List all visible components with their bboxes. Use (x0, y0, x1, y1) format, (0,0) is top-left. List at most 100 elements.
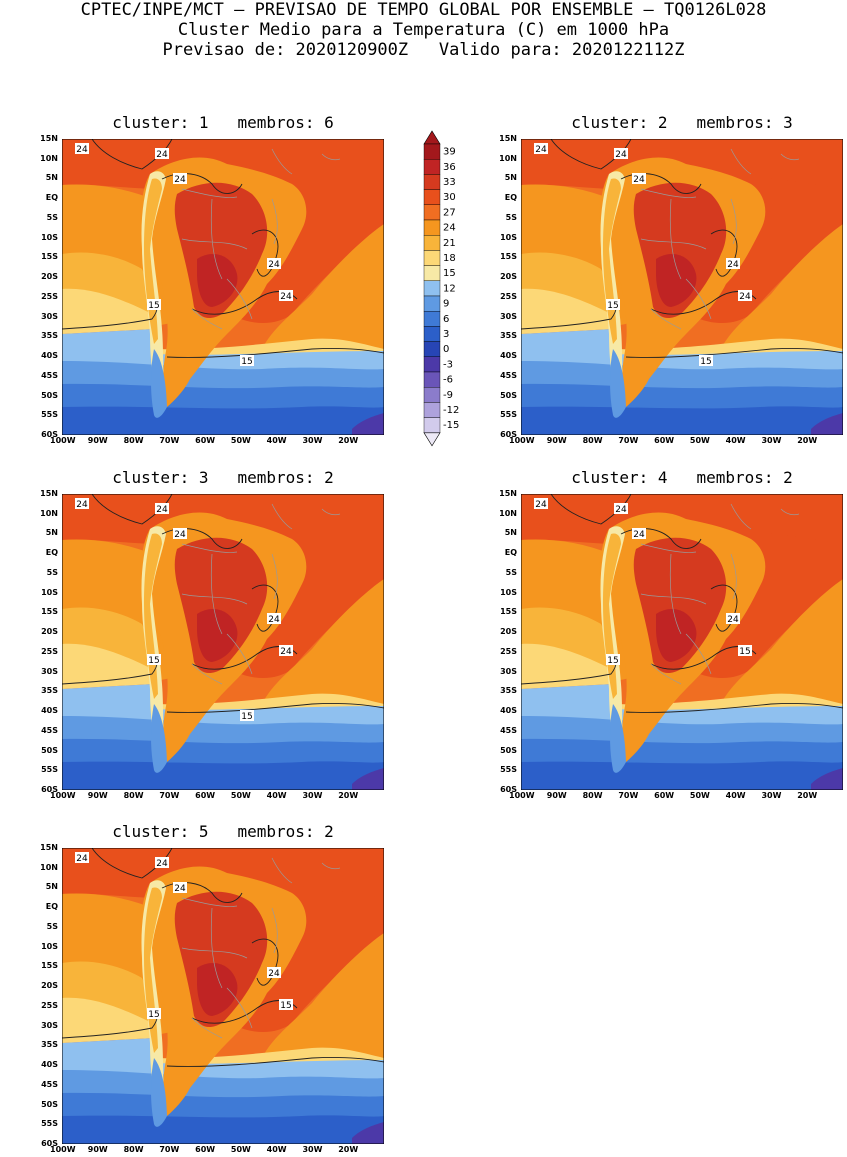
colorbar-label: -12 (443, 405, 459, 416)
contour-label: 24 (267, 967, 281, 979)
lat-tick-label: 5S (46, 921, 58, 931)
colorbar-swatch (423, 417, 441, 434)
south-cool4 (62, 406, 384, 435)
south-atlantic-warm (721, 579, 843, 704)
panel-title-2: cluster: 2 membros: 3 (571, 113, 793, 132)
contour-24-north (550, 139, 632, 170)
lat-tick-label: 35S (500, 686, 517, 696)
contour-label: 24 (75, 143, 89, 155)
lat-tick-label: 5N (45, 173, 58, 183)
contour-24-east (710, 229, 738, 277)
lon-tick-label: 40W (266, 1145, 287, 1154)
lat-tick-label: 45S (41, 370, 58, 380)
contour-label: 24 (267, 613, 281, 625)
svg-text:24: 24 (727, 260, 739, 270)
lat-tick-label: 20S (500, 272, 517, 282)
contour-15-south (625, 703, 843, 713)
interior-hottest (656, 254, 697, 307)
lat-tick-label: 60S (41, 785, 58, 794)
south-atlantic-warm (262, 933, 384, 1058)
contour-24-east (251, 938, 279, 986)
lon-tick-label: 90W (546, 436, 567, 445)
lat-tick-label: 10S (500, 587, 517, 597)
svg-text:15: 15 (280, 1001, 291, 1011)
colorbar-swatch (423, 250, 441, 266)
lat-tick-label: 40S (41, 1060, 58, 1070)
lat-tick-label: 40S (41, 351, 58, 361)
lat-tick-label: 15N (40, 843, 58, 852)
svg-text:24: 24 (174, 175, 186, 185)
lon-tick-label: 20W (338, 791, 359, 800)
interior-hottest (197, 609, 238, 662)
colorbar-label: 15 (443, 268, 456, 279)
lat-tick-label: 5N (504, 173, 517, 183)
lat-tick-label: 45S (500, 725, 517, 735)
contour-label: 15 (240, 355, 254, 367)
colorbar-swatch (423, 387, 441, 403)
lat-tick-label: 15S (500, 607, 517, 617)
country-border (640, 543, 737, 685)
lat-tick-label: 25S (41, 1000, 58, 1010)
lon-tick-label: 60W (195, 1145, 216, 1154)
svg-text:24: 24 (280, 647, 292, 657)
country-border (271, 857, 341, 884)
colorbar-label: 0 (443, 344, 449, 355)
patagonia-cool (610, 704, 626, 773)
colorbar-swatch (423, 265, 441, 282)
lat-tick-label: 25S (41, 291, 58, 301)
contour-24-north (91, 494, 173, 525)
contour-label: 24 (534, 498, 548, 510)
colorbar-bottom-arrow (423, 432, 441, 447)
colorbar-swatch (423, 341, 441, 358)
patagonia-cool (151, 704, 167, 773)
map-panel-2: 24 24 24 24 24 15 15 (521, 139, 843, 435)
contour-label: 15 (699, 355, 713, 367)
lon-tick-label: 50W (689, 791, 710, 800)
lat-tick-label: 30S (41, 1020, 58, 1030)
lon-tick-label: 90W (87, 791, 108, 800)
lon-tick-label: 60W (195, 436, 216, 445)
colorbar-label: 36 (443, 162, 456, 173)
lat-tick-label: 35S (41, 1040, 58, 1050)
colorbar-swatch (423, 371, 441, 388)
lon-tick-label: 30W (302, 791, 323, 800)
colorbar-swatch (423, 280, 441, 297)
country-border (730, 503, 800, 530)
lon-tick-label: 60W (654, 436, 675, 445)
colorbar-top-arrow (423, 130, 441, 145)
svg-text:24: 24 (535, 145, 547, 155)
map-field: 24 24 24 24 24 15 15 (62, 139, 384, 435)
contour-15-south (625, 348, 843, 358)
map-panel-1: 24 24 24 24 24 15 15 (62, 139, 384, 435)
lat-tick-label: 5N (45, 882, 58, 892)
lon-tick-label: 60W (195, 791, 216, 800)
lat-tick-label: 20S (500, 627, 517, 637)
contour-15-south (166, 1057, 384, 1067)
lat-tick-label: 30S (500, 666, 517, 676)
lat-tick-label: 50S (500, 390, 517, 400)
lat-tick-label: 50S (500, 745, 517, 755)
patagonia-cool (151, 1058, 167, 1127)
lon-tick-label: 100W (50, 436, 76, 445)
lat-tick-label: EQ (504, 548, 517, 558)
lat-tick-label: 15S (41, 607, 58, 617)
lat-tick-label: 60S (41, 430, 58, 439)
colorbar-swatch (423, 234, 441, 251)
svg-text:15: 15 (148, 656, 159, 666)
contour-label: 24 (155, 503, 169, 515)
lon-tick-label: 40W (266, 436, 287, 445)
lat-tick-label: 15N (499, 489, 517, 498)
lat-tick-label: 45S (41, 725, 58, 735)
colorbar-label: 24 (443, 223, 456, 234)
svg-text:24: 24 (76, 145, 88, 155)
lon-tick-label: 80W (123, 791, 144, 800)
contour-label: 24 (614, 503, 628, 515)
title-line-3: Previsao de: 2020120900Z Valido para: 20… (162, 40, 685, 60)
contour-24-east (710, 584, 738, 632)
map-field: 24 24 24 24 15 15 (521, 494, 843, 790)
svg-text:15: 15 (241, 357, 252, 367)
svg-text:24: 24 (633, 530, 645, 540)
lat-tick-label: 50S (41, 1099, 58, 1109)
colorbar-swatch (423, 204, 441, 221)
country-border (271, 503, 341, 530)
